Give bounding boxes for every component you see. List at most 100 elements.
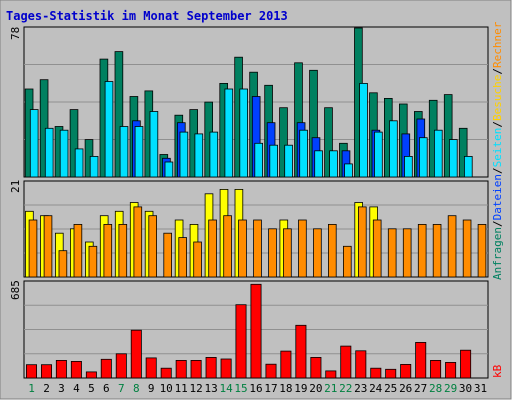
bar-seiten-day-26 <box>404 155 413 178</box>
legend-part-4: Seiten <box>491 128 504 168</box>
bar-rechner-day-16 <box>253 219 262 278</box>
bar-seiten-day-23 <box>359 83 368 178</box>
bar-kb-day-7 <box>115 353 127 379</box>
bar-rechner-day-18 <box>283 228 292 278</box>
bar-seiten-day-17 <box>269 144 278 178</box>
bar-seiten-day-12 <box>194 133 204 178</box>
day-label-15: 15 <box>234 382 247 395</box>
bar-rechner-day-7 <box>118 223 128 278</box>
day-label-16: 16 <box>249 382 262 395</box>
day-label-13: 13 <box>204 382 217 395</box>
bar-kb-day-30 <box>460 349 472 379</box>
legend-part-3: / <box>491 167 504 174</box>
bar-seiten-day-16 <box>254 142 264 178</box>
bar-rechner-day-24 <box>372 219 382 278</box>
bar-kb-day-6 <box>100 358 112 379</box>
bar-kb-day-10 <box>160 367 172 379</box>
bar-seiten-day-5 <box>89 155 99 178</box>
bar-kb-day-20 <box>310 356 322 379</box>
chart-title: Tages-Statistik im Monat September 2013 <box>6 9 288 23</box>
bar-rechner-day-25 <box>387 228 397 278</box>
bar-rechner-day-15 <box>238 219 247 278</box>
bar-kb-day-27 <box>415 341 427 379</box>
day-label-29: 29 <box>444 382 457 395</box>
bar-kb-day-17 <box>265 363 277 379</box>
day-label-26: 26 <box>399 382 412 395</box>
bar-kb-day-19 <box>295 324 307 379</box>
bar-rechner-day-17 <box>268 228 277 278</box>
legend-kbytes: kB <box>491 364 504 378</box>
bar-seiten-day-3 <box>59 129 69 178</box>
bar-kb-day-1 <box>25 364 37 379</box>
bar-seiten-day-8 <box>134 126 144 178</box>
bar-rechner-day-13 <box>208 219 217 278</box>
bar-rechner-day-29 <box>447 215 457 278</box>
bar-seiten-day-7 <box>119 126 129 178</box>
legend-part-0: Anfragen <box>491 227 504 280</box>
bar-kb-day-22 <box>340 345 352 379</box>
bar-seiten-day-30 <box>463 155 473 178</box>
day-label-4: 4 <box>73 382 80 395</box>
bar-anfragen-day-7 <box>114 51 124 178</box>
bar-kb-day-15 <box>235 304 247 379</box>
day-label-8: 8 <box>133 382 140 395</box>
bar-kb-day-29 <box>445 361 457 379</box>
bar-seiten-day-14 <box>224 88 234 178</box>
bar-kb-day-26 <box>400 363 412 379</box>
day-axis: 1 2 3 4 5 6 7 8 9 10 11 12 13 14 15 16 17 18 19 20 21 22 23 24 2… <box>28 382 487 395</box>
day-label-21: 21 <box>324 382 337 395</box>
legend-part-6: Besuche <box>491 75 504 121</box>
day-label-7: 7 <box>118 382 125 395</box>
bar-anfragen-day-30 <box>458 127 468 178</box>
ymax-label-requests: 78 <box>9 27 22 40</box>
bar-kb-day-14 <box>220 358 232 379</box>
bar-rechner-day-5 <box>88 245 98 278</box>
day-label-24: 24 <box>369 382 383 395</box>
legend-part-5: / <box>491 121 504 128</box>
day-label-17: 17 <box>264 382 277 395</box>
legend-part-7: / <box>491 68 504 75</box>
day-label-14: 14 <box>219 382 233 395</box>
bar-rechner-day-19 <box>298 219 307 278</box>
bar-rechner-day-22 <box>342 245 352 278</box>
bar-seiten-day-6 <box>104 81 114 178</box>
day-label-10: 10 <box>160 382 173 395</box>
bar-seiten-day-10 <box>164 161 174 178</box>
bar-rechner-day-11 <box>178 237 188 278</box>
day-label-25: 25 <box>384 382 397 395</box>
ymax-label-visits: 21 <box>9 180 22 193</box>
bar-kb-day-4 <box>70 360 82 379</box>
bar-seiten-day-21 <box>329 150 338 178</box>
bar-kb-day-11 <box>175 359 187 379</box>
bar-seiten-day-15 <box>239 88 249 178</box>
day-label-3: 3 <box>58 382 65 395</box>
bar-rechner-day-21 <box>327 223 337 278</box>
bar-rechner-day-26 <box>402 228 412 278</box>
day-label-19: 19 <box>294 382 307 395</box>
bar-seiten-day-27 <box>418 137 428 178</box>
bar-seiten-day-18 <box>284 144 293 178</box>
bar-seiten-day-24 <box>374 131 383 178</box>
day-label-18: 18 <box>279 382 292 395</box>
bar-seiten-day-20 <box>314 150 323 178</box>
bar-kb-day-2 <box>41 364 53 379</box>
bar-anfragen-day-21 <box>324 107 333 178</box>
day-label-23: 23 <box>354 382 367 395</box>
day-label-9: 9 <box>148 382 155 395</box>
bar-rechner-day-4 <box>73 223 83 278</box>
bar-seiten-day-22 <box>344 163 353 178</box>
bar-seiten-day-11 <box>179 131 189 178</box>
day-label-2: 2 <box>43 382 50 395</box>
bar-seiten-day-29 <box>448 139 458 178</box>
bar-rechner-day-10 <box>163 232 173 278</box>
bar-seiten-day-2 <box>44 127 54 178</box>
bar-rechner-day-14 <box>223 215 232 278</box>
bar-kb-day-13 <box>205 356 217 379</box>
day-label-6: 6 <box>103 382 110 395</box>
day-label-30: 30 <box>459 382 472 395</box>
bar-kb-day-25 <box>385 368 397 379</box>
bar-kb-day-28 <box>430 359 442 379</box>
series-legend: Anfragen/Dateien/Seiten/Besuche/Rechner <box>491 21 504 280</box>
legend-part-2: Dateien <box>491 174 504 220</box>
